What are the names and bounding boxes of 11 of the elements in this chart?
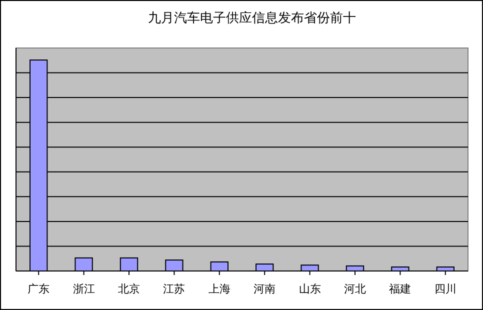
x-tick-label: 江苏 <box>163 282 186 296</box>
x-tick-label: 山东 <box>298 282 321 296</box>
x-tick-label: 上海 <box>208 282 230 296</box>
x-tick-label: 河南 <box>254 282 276 296</box>
x-tick-label: 福建 <box>389 282 412 296</box>
x-tick-label: 浙江 <box>72 282 95 296</box>
x-tick-label: 广东 <box>28 282 50 296</box>
chart-title: 九月汽车电子供应信息发布省份前十 <box>148 10 356 26</box>
x-tick-label: 北京 <box>118 282 140 296</box>
x-tick-label: 河北 <box>344 282 366 296</box>
x-tick-label: 四川 <box>434 282 456 296</box>
